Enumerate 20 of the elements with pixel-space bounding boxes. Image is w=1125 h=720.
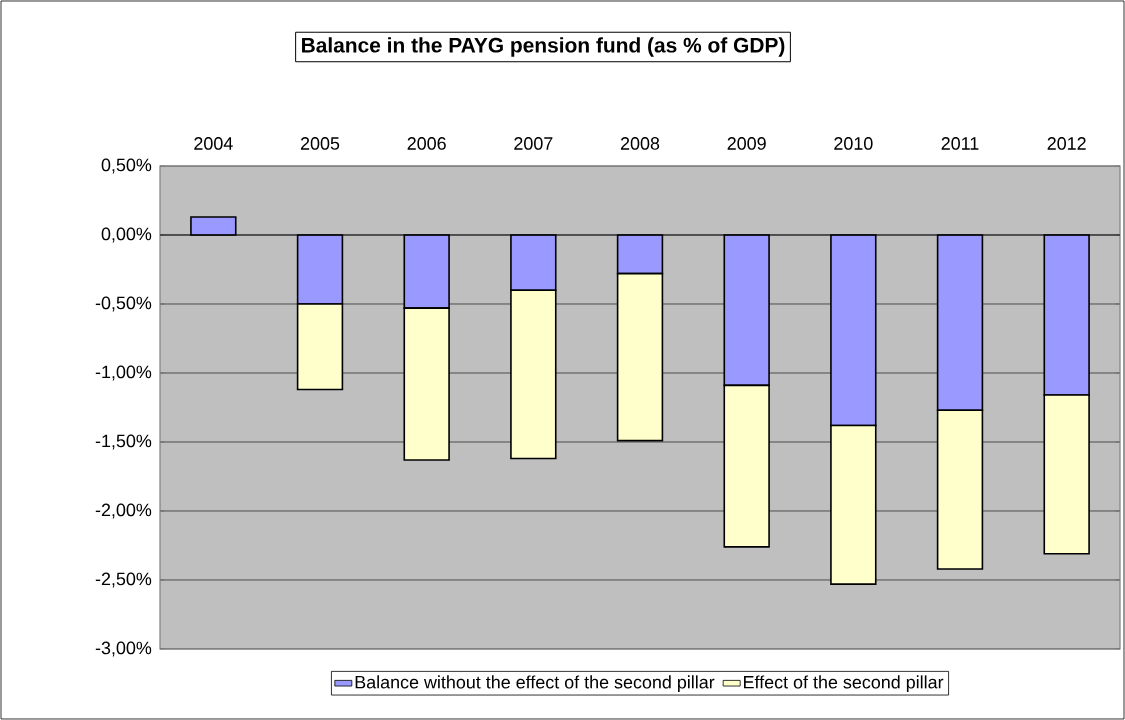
x-tick-label: 2011 bbox=[941, 137, 979, 150]
x-tick-label: 2009 bbox=[727, 137, 766, 150]
x-tick-label: 2005 bbox=[300, 137, 340, 150]
x-tick-label: 2004 bbox=[194, 137, 233, 150]
y-tick-label: -0,50% bbox=[95, 296, 152, 312]
y-tick-label: 0,00% bbox=[101, 227, 152, 243]
y-tick-label: -2,50% bbox=[95, 572, 152, 588]
y-tick-label: -2,00% bbox=[95, 503, 152, 519]
y-tick-label: 0,50% bbox=[101, 158, 152, 174]
x-tick-label: 2010 bbox=[834, 137, 873, 150]
x-tick-label: 2008 bbox=[620, 137, 660, 150]
legend-label: Balance without the effect of the second pillar bbox=[355, 675, 715, 693]
y-tick-label: -3,00% bbox=[95, 641, 152, 657]
x-tick-label: 2006 bbox=[407, 137, 446, 150]
x-tick-label: 2012 bbox=[1047, 137, 1086, 150]
chart-title: Balance in the PAYG pension fund (as % of GDP) bbox=[302, 37, 785, 57]
x-tick-label: 2007 bbox=[514, 137, 553, 150]
legend-label: Effect of the second pillar bbox=[744, 675, 944, 693]
y-tick-label: -1,00% bbox=[95, 365, 152, 381]
y-tick-label: -1,50% bbox=[95, 434, 152, 450]
